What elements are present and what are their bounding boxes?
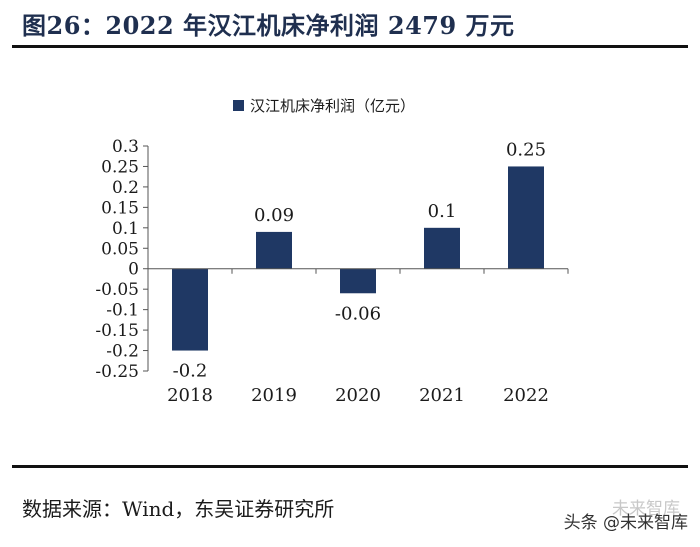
x-tick-label: 2018	[167, 385, 213, 406]
legend-swatch	[233, 100, 244, 111]
figure-title: 图26：2022 年汉江机床净利润 2479 万元	[22, 11, 515, 40]
y-tick-label: 0.3	[112, 137, 139, 157]
x-tick-labels: 2018 2019 2020 2021 2022	[167, 385, 549, 406]
y-tick-label: 0.15	[101, 198, 139, 218]
y-tick-label: -0.25	[95, 362, 139, 382]
x-axis	[147, 268, 569, 274]
data-label: 0.25	[506, 139, 546, 160]
bar-2020	[340, 268, 376, 294]
y-tick-label: -0.1	[106, 301, 139, 321]
y-tick-label: 0	[128, 260, 139, 280]
watermark: 头条 @未来智库	[564, 508, 688, 533]
bars	[172, 166, 544, 351]
y-tick-label: 0.25	[101, 157, 139, 177]
bar-2022	[508, 166, 544, 269]
bar-2019	[256, 231, 292, 269]
x-tick-label: 2020	[335, 385, 381, 406]
data-label: 0.09	[254, 205, 294, 226]
x-tick-label: 2022	[503, 385, 549, 406]
y-tick-label: -0.15	[95, 321, 139, 341]
data-label: -0.2	[173, 361, 208, 382]
x-tick-label: 2019	[251, 385, 297, 406]
y-tick-label: 0.2	[112, 178, 139, 198]
y-tick-label: -0.2	[106, 342, 139, 362]
y-tick-label: 0.05	[101, 239, 139, 259]
bar-2021	[424, 227, 460, 269]
y-tick-label: 0.1	[112, 219, 139, 239]
watermark-text: 头条 @未来智库	[563, 513, 688, 533]
data-label: 0.1	[428, 201, 457, 222]
legend: 汉江机床净利润（亿元）	[233, 97, 415, 115]
watermark-ghost: 未来智库	[612, 499, 680, 519]
top-rule	[12, 45, 688, 48]
bottom-rule	[12, 465, 688, 468]
data-label: -0.06	[335, 303, 381, 324]
y-tick-label: -0.05	[95, 280, 139, 300]
y-axis: 0.30.250.20.150.10.050-0.05-0.1-0.15-0.2…	[95, 137, 149, 382]
bar-2018	[172, 268, 208, 351]
data-labels: -0.2 0.09 -0.06 0.1 0.25	[173, 139, 546, 381]
source-note: 数据来源：Wind，东吴证券研究所	[22, 497, 335, 521]
x-tick-label: 2021	[419, 385, 465, 406]
legend-label: 汉江机床净利润（亿元）	[250, 97, 415, 115]
